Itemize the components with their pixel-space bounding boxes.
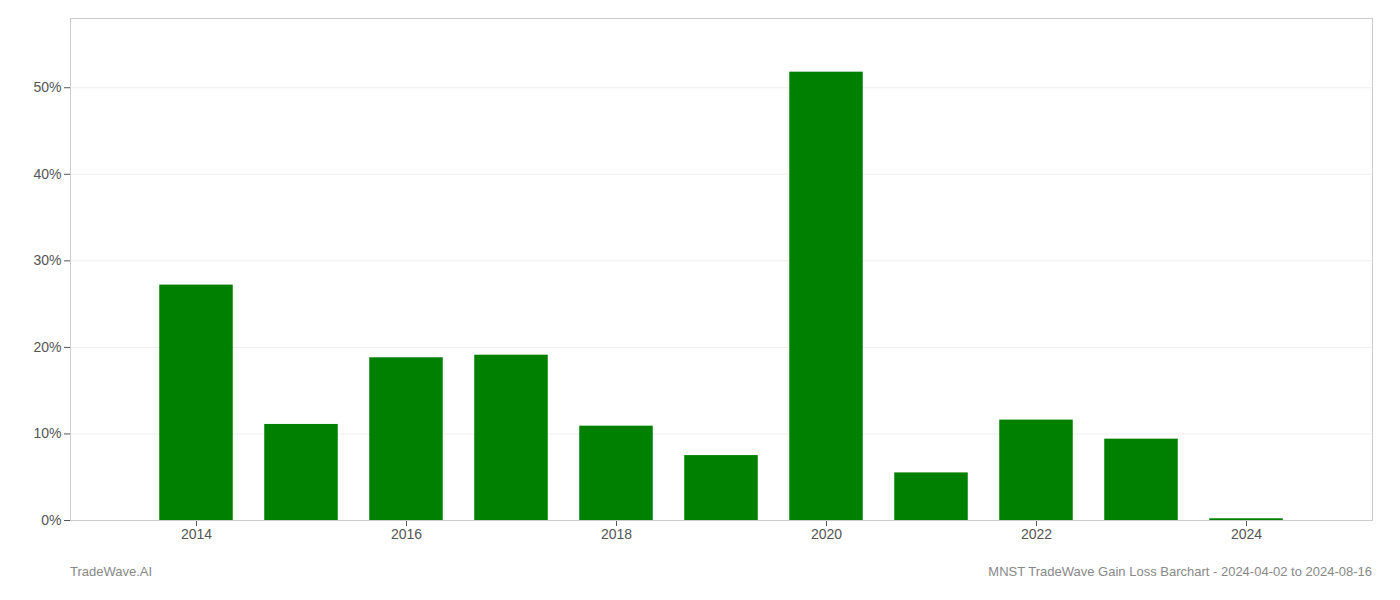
svg-text:10%: 10% bbox=[33, 425, 61, 441]
svg-text:20%: 20% bbox=[33, 339, 61, 355]
svg-text:30%: 30% bbox=[33, 252, 61, 268]
svg-text:40%: 40% bbox=[33, 166, 61, 182]
html-text:MNST TradeWave Gain Loss Barch: MNST TradeWave Gain Loss Barchart - 2024… bbox=[988, 564, 1372, 579]
html-text:TradeWave.AI: TradeWave.AI bbox=[70, 564, 153, 579]
svg-text:2020: 2020 bbox=[811, 526, 842, 542]
svg-text:2018: 2018 bbox=[601, 526, 632, 542]
svg-text:2024: 2024 bbox=[1231, 526, 1262, 542]
svg-text:2016: 2016 bbox=[391, 526, 422, 542]
svg-text:2022: 2022 bbox=[1021, 526, 1052, 542]
svg-text:0%: 0% bbox=[41, 512, 61, 528]
svg-text:2014: 2014 bbox=[181, 526, 212, 542]
svg-text:50%: 50% bbox=[33, 79, 61, 95]
